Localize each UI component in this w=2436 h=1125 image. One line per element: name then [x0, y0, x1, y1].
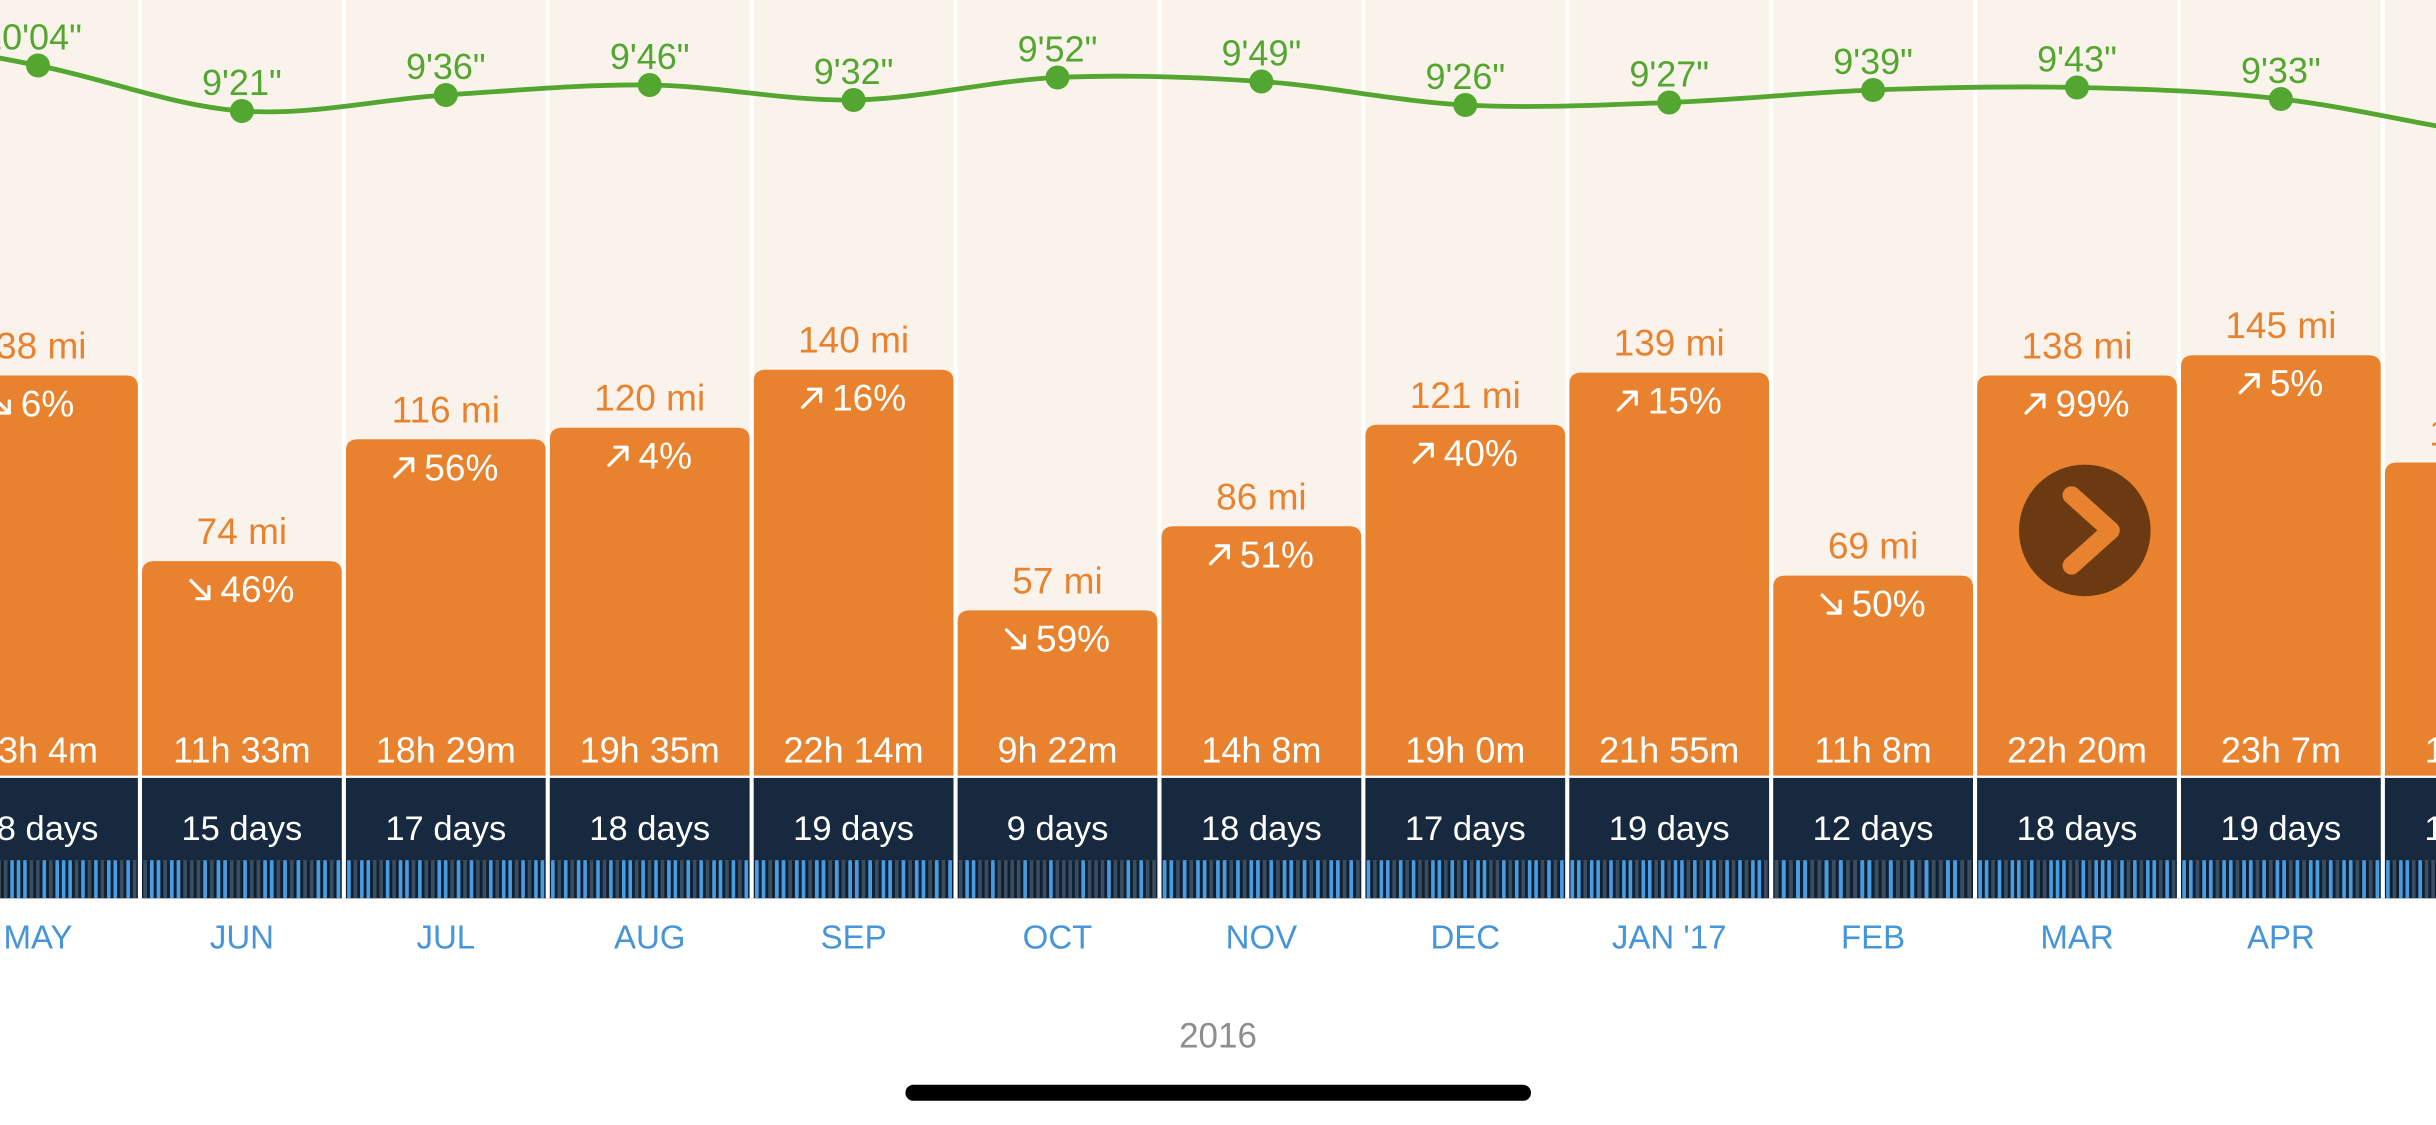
svg-text:NOV: NOV [1226, 918, 1298, 955]
svg-text:18 days: 18 days [0, 810, 98, 848]
svg-text:99%: 99% [2056, 384, 2130, 425]
svg-text:12 days: 12 days [1813, 810, 1934, 848]
svg-text:18h 29m: 18h 29m [376, 730, 516, 771]
svg-text:18 days: 18 days [1201, 810, 1322, 848]
svg-text:21h 55m: 21h 55m [1599, 730, 1739, 771]
svg-text:22h 14m: 22h 14m [784, 730, 924, 771]
svg-text:56%: 56% [424, 447, 498, 488]
svg-text:69 mi: 69 mi [1828, 526, 1918, 567]
svg-text:9h 22m: 9h 22m [997, 730, 1117, 771]
svg-text:22h 20m: 22h 20m [2007, 730, 2147, 771]
svg-text:SEP: SEP [821, 918, 887, 955]
svg-text:9 days: 9 days [1007, 810, 1109, 848]
svg-text:86 mi: 86 mi [1216, 476, 1306, 517]
svg-text:2016: 2016 [1179, 1017, 1257, 1056]
svg-text:19h 35m: 19h 35m [580, 730, 720, 771]
svg-text:50%: 50% [1852, 584, 1926, 625]
svg-text:59%: 59% [1036, 618, 1110, 659]
svg-text:40%: 40% [1444, 433, 1518, 474]
svg-text:14 days: 14 days [2424, 810, 2436, 848]
svg-text:MAR: MAR [2040, 918, 2113, 955]
svg-text:9'36": 9'36" [406, 46, 486, 87]
svg-text:17 days: 17 days [385, 810, 506, 848]
svg-text:6%: 6% [21, 384, 74, 425]
svg-text:16%: 16% [832, 378, 906, 419]
svg-text:138 mi: 138 mi [2021, 326, 2132, 367]
svg-text:AUG: AUG [614, 918, 686, 955]
svg-text:JUL: JUL [416, 918, 475, 955]
svg-text:OCT: OCT [1023, 918, 1093, 955]
svg-text:11h 8m: 11h 8m [1814, 730, 1931, 771]
svg-text:MAY: MAY [3, 918, 72, 955]
svg-text:15h 1m: 15h 1m [2425, 730, 2436, 771]
svg-text:4%: 4% [639, 436, 692, 477]
svg-text:JUN: JUN [210, 918, 274, 955]
svg-text:19 days: 19 days [2220, 810, 2341, 848]
svg-text:9'43": 9'43" [2037, 39, 2117, 80]
svg-text:108 mi: 108 mi [2429, 413, 2436, 454]
svg-text:9'21": 9'21" [202, 62, 282, 103]
svg-text:9'32": 9'32" [814, 51, 894, 92]
svg-text:17 days: 17 days [1405, 810, 1526, 848]
svg-text:9'39": 9'39" [1833, 41, 1913, 82]
svg-text:9'27": 9'27" [1629, 54, 1709, 95]
svg-text:JAN '17: JAN '17 [1612, 918, 1727, 955]
svg-text:19 days: 19 days [1609, 810, 1730, 848]
svg-text:9'52": 9'52" [1018, 29, 1098, 70]
svg-text:9'49": 9'49" [1222, 33, 1302, 74]
svg-text:139 mi: 139 mi [1614, 323, 1725, 364]
svg-text:14h 8m: 14h 8m [1201, 730, 1321, 771]
svg-text:10'04": 10'04" [0, 17, 82, 58]
svg-text:140 mi: 140 mi [798, 320, 909, 361]
svg-text:116 mi: 116 mi [392, 389, 500, 430]
svg-text:5%: 5% [2270, 363, 2323, 404]
svg-text:APR: APR [2247, 918, 2315, 955]
svg-text:74 mi: 74 mi [197, 511, 287, 552]
svg-text:13h 4m: 13h 4m [0, 730, 98, 771]
svg-text:51%: 51% [1240, 534, 1314, 575]
svg-text:138 mi: 138 mi [0, 326, 87, 367]
svg-text:9'33": 9'33" [2241, 50, 2321, 91]
svg-text:FEB: FEB [1841, 918, 1905, 955]
svg-text:18 days: 18 days [2017, 810, 2138, 848]
svg-text:46%: 46% [220, 569, 294, 610]
svg-text:9'46": 9'46" [610, 36, 690, 77]
svg-text:145 mi: 145 mi [2225, 305, 2336, 346]
svg-text:DEC: DEC [1430, 918, 1500, 955]
svg-text:18 days: 18 days [589, 810, 710, 848]
svg-text:121 mi: 121 mi [1410, 375, 1521, 416]
svg-text:15 days: 15 days [181, 810, 302, 848]
svg-text:11h 33m: 11h 33m [173, 730, 310, 771]
svg-text:57 mi: 57 mi [1012, 560, 1102, 601]
svg-text:19h 0m: 19h 0m [1405, 730, 1525, 771]
svg-text:120 mi: 120 mi [594, 378, 705, 419]
svg-text:23h 7m: 23h 7m [2221, 730, 2341, 771]
svg-text:19 days: 19 days [793, 810, 914, 848]
svg-text:9'26": 9'26" [1425, 56, 1505, 97]
svg-text:15%: 15% [1648, 381, 1722, 422]
